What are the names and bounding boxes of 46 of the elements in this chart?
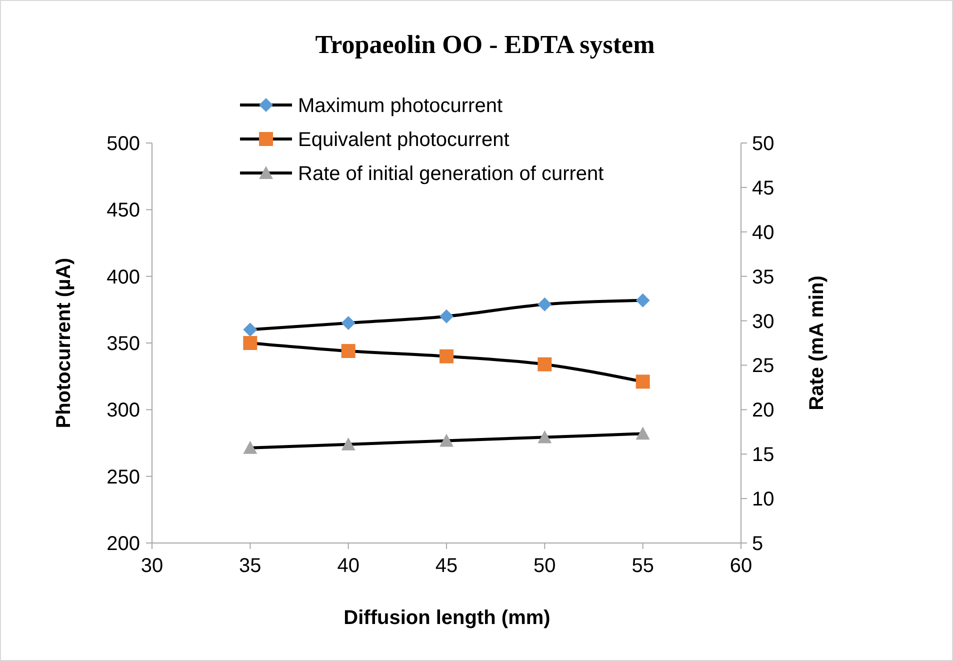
point	[636, 374, 650, 389]
x-tick-label: 45	[435, 555, 458, 577]
y2-tick-label: 10	[752, 488, 774, 511]
y2-tick-label: 25	[752, 355, 774, 378]
point	[636, 426, 650, 440]
y-tick-label: 400	[106, 266, 140, 288]
x-tick-label: 30	[140, 555, 164, 577]
x-axis-title: Diffusion length (mm)	[344, 607, 550, 629]
y-tick-label: 500	[106, 133, 140, 155]
y2-tick-label: 5	[752, 533, 764, 555]
chart-title: Tropaeolin OO - EDTA system	[315, 30, 656, 59]
legend-label: Rate of initial generation of current	[298, 163, 604, 185]
x-tick-label: 35	[239, 555, 262, 577]
point	[636, 293, 650, 308]
y-axis-title: Photocurrent (µA)	[53, 258, 75, 428]
y2-tick-label: 40	[752, 222, 774, 244]
x-tick-label: 60	[730, 555, 752, 577]
y-tick-label: 350	[106, 333, 140, 355]
point	[243, 322, 258, 337]
y2-tick-label: 30	[752, 310, 774, 333]
y-tick-label: 200	[106, 533, 140, 555]
point	[538, 430, 552, 444]
x-tick-label: 55	[632, 555, 654, 577]
y2-tick-label: 35	[752, 266, 774, 288]
point	[243, 336, 258, 350]
point	[538, 357, 552, 372]
point	[440, 309, 454, 324]
y-tick-label: 450	[106, 200, 140, 222]
x-tick-label: 40	[337, 555, 360, 577]
legend-label: Equivalent photocurrent	[298, 129, 510, 151]
point	[440, 434, 454, 447]
y-tick-label: 250	[106, 466, 140, 488]
legend-label: Maximum photocurrent	[298, 95, 503, 117]
y-tick-label: 300	[106, 400, 140, 422]
point	[538, 297, 552, 312]
point	[243, 440, 258, 454]
point	[440, 349, 454, 364]
x-tick-label: 50	[534, 555, 556, 577]
y2-axis-title: Rate (mA min)	[806, 276, 828, 410]
point	[341, 437, 356, 450]
point	[341, 344, 356, 358]
y2-tick-label: 50	[752, 133, 774, 155]
y2-tick-label: 45	[752, 177, 774, 200]
point	[341, 316, 356, 330]
y2-tick-label: 20	[752, 400, 774, 422]
y2-tick-label: 15	[752, 444, 774, 466]
